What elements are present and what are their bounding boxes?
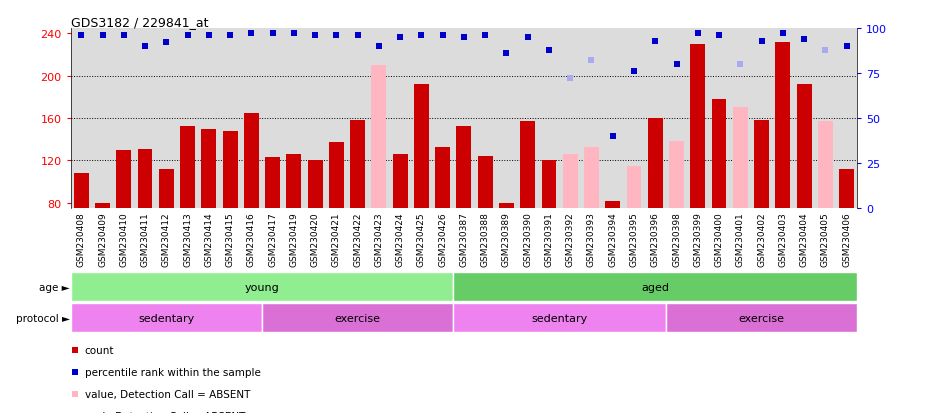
Text: GSM230425: GSM230425: [417, 211, 426, 266]
Bar: [562, 154, 577, 209]
Bar: [499, 203, 514, 209]
Bar: [138, 150, 153, 209]
Bar: [159, 169, 173, 209]
Text: GSM230419: GSM230419: [289, 211, 299, 266]
Text: GSM230387: GSM230387: [460, 211, 468, 266]
Text: protocol ►: protocol ►: [16, 313, 70, 323]
Text: GSM230415: GSM230415: [225, 211, 235, 266]
Text: age ►: age ►: [39, 282, 70, 292]
Text: GSM230404: GSM230404: [800, 211, 808, 266]
Text: GSM230409: GSM230409: [98, 211, 107, 266]
Bar: [262, 304, 453, 332]
Bar: [393, 154, 408, 209]
Text: GSM230401: GSM230401: [736, 211, 745, 266]
Text: GSM230399: GSM230399: [693, 211, 703, 266]
Bar: [542, 161, 557, 209]
Bar: [775, 43, 790, 209]
Text: GSM230398: GSM230398: [672, 211, 681, 266]
Text: GSM230406: GSM230406: [842, 211, 851, 266]
Text: GSM230417: GSM230417: [268, 211, 277, 266]
Bar: [453, 304, 666, 332]
Bar: [711, 100, 726, 209]
Text: aged: aged: [642, 282, 669, 292]
Text: GSM230422: GSM230422: [353, 211, 362, 266]
Bar: [666, 304, 857, 332]
Bar: [755, 121, 769, 209]
Text: GSM230410: GSM230410: [120, 211, 128, 266]
Text: GSM230405: GSM230405: [820, 211, 830, 266]
Text: GSM230395: GSM230395: [629, 211, 639, 266]
Bar: [329, 143, 344, 209]
Bar: [453, 273, 857, 301]
Bar: [95, 203, 110, 209]
Text: GSM230393: GSM230393: [587, 211, 596, 266]
Text: GSM230390: GSM230390: [523, 211, 532, 266]
Bar: [606, 201, 620, 209]
Bar: [648, 119, 663, 209]
Bar: [839, 169, 854, 209]
Text: GSM230412: GSM230412: [162, 211, 171, 266]
Bar: [222, 131, 237, 209]
Text: GSM230403: GSM230403: [778, 211, 788, 266]
Text: sedentary: sedentary: [531, 313, 588, 323]
Bar: [818, 122, 833, 209]
Bar: [669, 142, 684, 209]
Text: percentile rank within the sample: percentile rank within the sample: [85, 367, 261, 377]
Bar: [478, 157, 493, 209]
Text: rank, Detection Call = ABSENT: rank, Detection Call = ABSENT: [85, 411, 245, 413]
Text: GSM230388: GSM230388: [480, 211, 490, 266]
Text: GSM230396: GSM230396: [651, 211, 659, 266]
Bar: [117, 150, 131, 209]
Text: GSM230400: GSM230400: [715, 211, 723, 266]
Text: GSM230414: GSM230414: [204, 211, 213, 266]
Bar: [371, 66, 386, 209]
Text: GSM230413: GSM230413: [183, 211, 192, 266]
Text: GSM230392: GSM230392: [566, 211, 575, 266]
Text: GSM230389: GSM230389: [502, 211, 511, 266]
Bar: [71, 273, 453, 301]
Bar: [626, 166, 642, 209]
Text: GSM230423: GSM230423: [374, 211, 383, 266]
Bar: [308, 161, 322, 209]
Bar: [584, 147, 599, 209]
Bar: [180, 127, 195, 209]
Text: sedentary: sedentary: [138, 313, 194, 323]
Bar: [71, 304, 262, 332]
Bar: [690, 45, 706, 209]
Text: GSM230408: GSM230408: [77, 211, 86, 266]
Text: GDS3182 / 229841_at: GDS3182 / 229841_at: [71, 16, 208, 29]
Text: GSM230426: GSM230426: [438, 211, 447, 266]
Text: exercise: exercise: [334, 313, 381, 323]
Bar: [733, 108, 748, 209]
Bar: [414, 85, 429, 209]
Bar: [286, 154, 301, 209]
Text: GSM230424: GSM230424: [396, 211, 405, 266]
Bar: [435, 147, 450, 209]
Text: GSM230421: GSM230421: [332, 211, 341, 266]
Bar: [265, 158, 280, 209]
Text: GSM230416: GSM230416: [247, 211, 256, 266]
Bar: [457, 127, 471, 209]
Bar: [202, 129, 217, 209]
Text: exercise: exercise: [739, 313, 785, 323]
Text: young: young: [245, 282, 280, 292]
Bar: [520, 122, 535, 209]
Text: GSM230391: GSM230391: [544, 211, 554, 266]
Text: count: count: [85, 345, 114, 355]
Text: value, Detection Call = ABSENT: value, Detection Call = ABSENT: [85, 389, 251, 399]
Bar: [244, 114, 259, 209]
Text: GSM230420: GSM230420: [311, 211, 319, 266]
Text: GSM230411: GSM230411: [140, 211, 150, 266]
Bar: [350, 121, 365, 209]
Text: GSM230402: GSM230402: [757, 211, 766, 266]
Bar: [73, 174, 89, 209]
Text: GSM230394: GSM230394: [609, 211, 617, 266]
Bar: [797, 85, 811, 209]
